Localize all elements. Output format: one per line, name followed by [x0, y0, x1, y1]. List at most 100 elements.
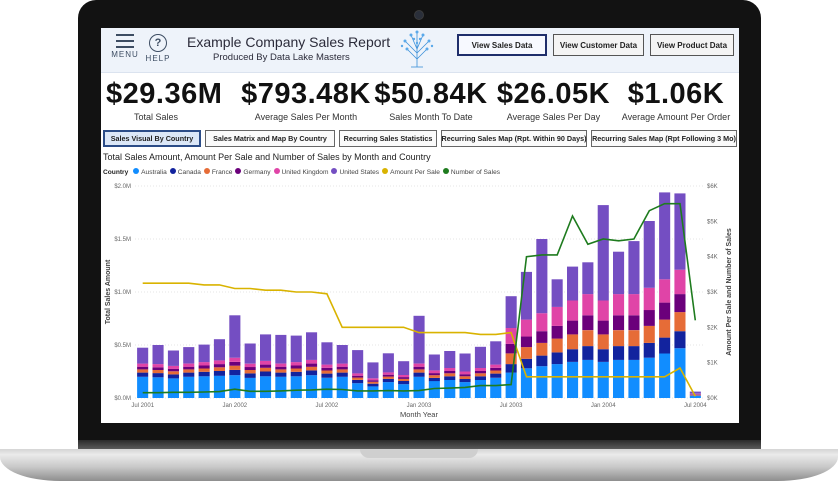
- bar-segment: [643, 342, 655, 358]
- bar-segment: [459, 374, 471, 377]
- bar-segment: [444, 368, 456, 371]
- view-sales-data-button[interactable]: View Sales Data: [457, 34, 547, 56]
- bar-segment: [367, 362, 379, 379]
- bar-segment: [551, 364, 563, 398]
- bar-segment: [674, 331, 686, 349]
- bar-segment: [382, 376, 394, 379]
- tab-sales-matrix-and-map[interactable]: Sales Matrix and Map By Country: [205, 130, 335, 147]
- bar-segment: [244, 363, 256, 368]
- legend-dot-icon: [382, 168, 389, 174]
- legend-label: Amount Per Sale: [390, 168, 440, 176]
- bar-segment: [167, 350, 179, 366]
- bar-segment: [321, 367, 333, 371]
- bar-segment: [428, 370, 440, 374]
- bar-segment: [659, 192, 671, 280]
- bar-segment: [474, 380, 486, 398]
- bar-segment: [536, 331, 548, 343]
- bar-segment: [183, 369, 195, 373]
- legend-item[interactable]: France: [203, 168, 232, 176]
- x-tick-label: Jan 2002: [222, 403, 247, 409]
- bar-segment: [628, 359, 640, 398]
- bar-segment: [689, 395, 701, 398]
- tab-sales-visual-by-country[interactable]: Sales Visual By Country: [103, 130, 201, 147]
- bar-segment: [659, 353, 671, 398]
- kpi-average-sales-per-day: $26.05K Average Sales Per Day: [491, 78, 616, 122]
- x-tick-label: Jul 2002: [316, 403, 339, 409]
- legend-item[interactable]: United Kingdom: [273, 168, 328, 176]
- bar-segment: [551, 325, 563, 339]
- bar-segment: [490, 367, 502, 371]
- bar-segment: [336, 372, 348, 377]
- bar-segment: [321, 377, 333, 398]
- bar-segment: [398, 377, 410, 379]
- legend-dot-icon: [169, 168, 176, 174]
- kpi-label: Average Sales Per Day: [506, 112, 601, 122]
- tab-recurring-sales-statistics[interactable]: Recurring Sales Statistics: [339, 130, 437, 147]
- bar-segment: [244, 343, 256, 364]
- menu-button[interactable]: MENU: [111, 34, 139, 59]
- help-button[interactable]: ? HELP: [145, 34, 171, 63]
- tab-recurring-sales-map-90-days[interactable]: Recurring Sales Map (Rpt. Within 90 Days…: [441, 130, 587, 147]
- bar-segment: [505, 296, 517, 328]
- bar-segment: [567, 300, 579, 321]
- legend-item[interactable]: Number of Sales: [442, 168, 500, 176]
- legend-item[interactable]: Canada: [169, 168, 201, 176]
- y2-tick-label: $5K: [707, 219, 718, 225]
- x-tick-label: Jul 2004: [684, 403, 707, 409]
- bar-segment: [520, 336, 532, 348]
- bar-segment: [306, 366, 318, 371]
- bar-segment: [137, 347, 149, 364]
- bar-segment: [275, 366, 287, 370]
- bar-segment: [474, 368, 486, 371]
- bar-segment: [229, 365, 241, 370]
- view-product-data-button[interactable]: View Product Data: [650, 34, 734, 56]
- help-label: HELP: [145, 54, 171, 63]
- bar-segment: [167, 374, 179, 379]
- bar-segment: [306, 370, 318, 376]
- bar-segment: [459, 378, 471, 383]
- bar-segment: [628, 315, 640, 331]
- y2-tick-label: $0K: [707, 396, 718, 402]
- bar-segment: [520, 319, 532, 337]
- bar-segment: [520, 368, 532, 398]
- bar-segment: [428, 377, 440, 382]
- bar-segment: [213, 375, 225, 398]
- y2-tick-label: $2K: [707, 325, 718, 331]
- bar-segment: [167, 371, 179, 375]
- bar-segment: [613, 294, 625, 316]
- bar-segment: [628, 346, 640, 360]
- bar-segment: [490, 370, 502, 374]
- bar-segment: [444, 376, 456, 380]
- bar-segment: [674, 348, 686, 398]
- bar-segment: [275, 369, 287, 373]
- bar-segment: [244, 377, 256, 398]
- bar-segment: [152, 373, 164, 378]
- bar-segment: [459, 353, 471, 372]
- legend-item[interactable]: Australia: [133, 168, 167, 176]
- bar-segment: [613, 346, 625, 360]
- bar-segment: [198, 362, 210, 366]
- y2-axis-title: Amount Per Sale and Number of Sales: [726, 228, 733, 356]
- legend-item[interactable]: United States: [331, 168, 379, 176]
- bar-segment: [213, 360, 225, 365]
- bar-segment: [413, 372, 425, 377]
- legend-item[interactable]: Germany: [235, 168, 271, 176]
- y-tick-label: $0.5M: [114, 343, 131, 349]
- bar-segment: [183, 363, 195, 367]
- bar-segment: [428, 373, 440, 376]
- bar-segment: [536, 355, 548, 367]
- bar-segment: [213, 367, 225, 371]
- bar-segment: [137, 366, 149, 370]
- view-customer-data-button[interactable]: View Customer Data: [553, 34, 644, 56]
- bar-segment: [444, 351, 456, 368]
- bar-segment: [275, 363, 287, 367]
- legend-item[interactable]: Amount Per Sale: [382, 168, 440, 176]
- help-question-icon: ?: [149, 34, 167, 52]
- tab-recurring-sales-map-3-mo[interactable]: Recurring Sales Map (Rpt Following 3 Mo): [591, 130, 737, 147]
- kpi-value: $29.36M: [106, 78, 223, 110]
- bar-segment: [244, 373, 256, 378]
- legend-label: Canada: [177, 168, 201, 176]
- bar-segment: [167, 365, 179, 369]
- y-tick-label: $1.5M: [114, 237, 131, 243]
- bar-segment: [551, 306, 563, 326]
